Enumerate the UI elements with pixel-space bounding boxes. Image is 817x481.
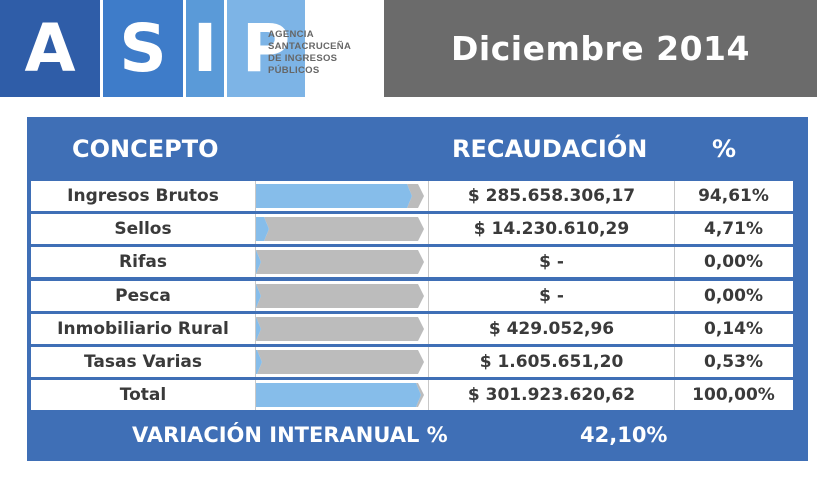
percent-cell: 0,53% [704,352,763,372]
logo-letter-p: P [227,0,305,97]
column-header-percent: % [712,135,737,163]
share-bar-fill [256,184,412,208]
share-bar-remainder [264,217,424,242]
logo-letter-a: A [0,0,100,97]
share-bar-fill [256,283,261,308]
table-row: Sellos $ 14.230.610,29 4,71% [31,214,793,245]
percent-cell: 0,00% [704,285,763,306]
concept-cell: Rifas [31,247,256,278]
amount-cell: $ 429.052,96 [428,313,675,344]
share-bar-cell [256,380,428,410]
share-bar [256,184,424,208]
percent-cell: 4,71% [704,219,763,240]
amount-cell: $ - [428,247,675,278]
concept-cell: Tasas Varias [31,347,256,377]
amount-cell: $ 14.230.610,29 [428,214,675,245]
share-bar [256,283,424,308]
share-bar-cell [256,214,428,244]
concept-cell: Sellos [31,214,256,245]
concept-cell: Inmobiliario Rural [31,313,256,344]
share-bar [256,217,424,242]
share-bar [256,316,424,341]
percent-cell: 94,61% [698,186,769,206]
column-header-amount: RECAUDACIÓN [452,135,648,163]
share-bar-cell [256,181,428,211]
share-bar-fill [256,250,261,275]
share-bar-fill [256,350,262,374]
table-row: Ingresos Brutos $ 285.658.306,17 94,61% [31,181,793,211]
agency-name-line-4: PÚBLICOS [268,65,320,76]
share-bar-remainder [256,283,424,308]
share-bar-cell [256,314,428,344]
percent-cell: 100,00% [692,385,775,406]
agency-name-line-1: AGENCIA [268,29,314,40]
concept-cell: Pesca [31,280,256,311]
amount-cell: $ - [428,280,675,311]
share-bar [256,250,424,275]
page-header: A S I P AGENCIA SANTACRUCEÑA DE INGRESOS… [0,0,817,97]
agency-name-line-2: SANTACRUCEÑA [268,41,352,52]
percent-cell: 0,00% [704,252,763,273]
table-row: Rifas $ - 0,00% [31,247,793,278]
table-row: Tasas Varias $ 1.605.651,20 0,53% [31,347,793,377]
amount-cell: $ 1.605.651,20 [428,347,675,377]
amount-cell: $ 285.658.306,17 [428,181,675,211]
share-bar-cell [256,347,428,377]
concept-cell: Total [31,380,256,411]
share-bar-cell [256,281,428,311]
period-title: Diciembre 2014 [451,29,750,68]
share-bar [256,350,424,374]
logo-letter-s: S [103,0,183,97]
period-box: Diciembre 2014 [384,0,817,97]
percent-cell: 0,14% [704,318,763,339]
share-bar-fill [256,316,261,341]
share-bar-remainder [407,184,424,208]
logo-letter-i: I [186,0,224,97]
yoy-variation-value: 42,10% [580,423,668,447]
share-bar-remainder [256,316,424,341]
amount-cell: $ 301.923.620,62 [428,380,675,411]
table-row: Pesca $ - 0,00% [31,280,793,311]
column-header-concept: CONCEPTO [72,135,219,163]
share-bar-cell [256,247,428,277]
table-row: Total $ 301.923.620,62 100,00% [31,380,793,411]
share-bar-fill [256,383,421,408]
table-row: Inmobiliario Rural $ 429.052,96 0,14% [31,313,793,344]
share-bar-remainder [257,350,424,374]
share-bar [256,383,424,408]
agency-name-line-3: DE INGRESOS [268,53,338,64]
share-bar-remainder [416,383,424,408]
yoy-variation-label: VARIACIÓN INTERANUAL % [132,423,448,447]
share-bar-remainder [256,250,424,275]
share-bar-fill [256,217,269,242]
concept-cell: Ingresos Brutos [31,181,256,211]
